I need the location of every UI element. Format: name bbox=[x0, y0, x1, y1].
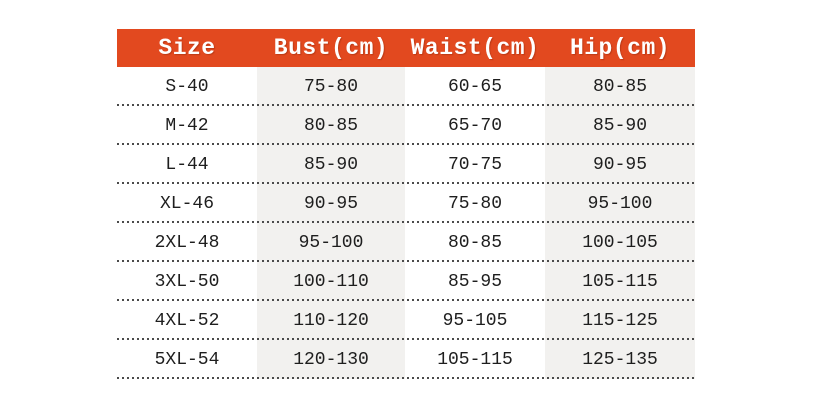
table-row: S-40 75-80 60-65 80-85 bbox=[117, 67, 697, 106]
column-header-hip: Hip(cm) bbox=[569, 35, 671, 61]
waist-cell: 105-115 bbox=[437, 349, 513, 370]
hip-cell: 85-90 bbox=[592, 115, 647, 136]
bust-column-stripe bbox=[257, 67, 405, 379]
hip-cell: 105-115 bbox=[582, 271, 658, 292]
column-header-waist: Waist(cm) bbox=[410, 35, 540, 61]
column-header-bust: Bust(cm) bbox=[273, 35, 389, 61]
size-cell: 4XL-52 bbox=[154, 310, 220, 331]
hip-cell: 100-105 bbox=[582, 232, 658, 253]
hip-cell: 80-85 bbox=[592, 76, 647, 97]
size-cell: S-40 bbox=[165, 76, 209, 97]
waist-cell: 70-75 bbox=[447, 154, 502, 175]
table-row: 5XL-54 120-130 105-115 125-135 bbox=[117, 340, 697, 379]
waist-cell: 75-80 bbox=[447, 193, 502, 214]
table-row: L-44 85-90 70-75 90-95 bbox=[117, 145, 697, 184]
size-cell: M-42 bbox=[165, 115, 209, 136]
table-row: XL-46 90-95 75-80 95-100 bbox=[117, 184, 697, 223]
hip-cell: 125-135 bbox=[582, 349, 658, 370]
waist-cell: 95-105 bbox=[442, 310, 508, 331]
size-cell: 3XL-50 bbox=[154, 271, 220, 292]
waist-cell: 80-85 bbox=[447, 232, 502, 253]
bust-cell: 75-80 bbox=[303, 76, 358, 97]
bust-cell: 85-90 bbox=[303, 154, 358, 175]
size-cell: L-44 bbox=[165, 154, 209, 175]
waist-cell: 85-95 bbox=[447, 271, 502, 292]
bust-cell: 110-120 bbox=[293, 310, 369, 331]
table-row: 2XL-48 95-100 80-85 100-105 bbox=[117, 223, 697, 262]
table-row: M-42 80-85 65-70 85-90 bbox=[117, 106, 697, 145]
size-chart-table: Size Bust(cm) Waist(cm) Hip(cm) S-40 75-… bbox=[117, 29, 697, 379]
bust-cell: 90-95 bbox=[303, 193, 358, 214]
waist-cell: 60-65 bbox=[447, 76, 502, 97]
column-header-size: Size bbox=[158, 35, 216, 61]
bust-cell: 100-110 bbox=[293, 271, 369, 292]
bust-cell: 95-100 bbox=[298, 232, 364, 253]
table-row: 3XL-50 100-110 85-95 105-115 bbox=[117, 262, 697, 301]
hip-cell: 115-125 bbox=[582, 310, 658, 331]
size-cell: 2XL-48 bbox=[154, 232, 220, 253]
hip-column-stripe bbox=[545, 67, 695, 379]
size-cell: XL-46 bbox=[159, 193, 214, 214]
hip-cell: 95-100 bbox=[587, 193, 653, 214]
table-header-row: Size Bust(cm) Waist(cm) Hip(cm) bbox=[117, 29, 695, 67]
bust-cell: 80-85 bbox=[303, 115, 358, 136]
table-row: 4XL-52 110-120 95-105 115-125 bbox=[117, 301, 697, 340]
waist-cell: 65-70 bbox=[447, 115, 502, 136]
hip-cell: 90-95 bbox=[592, 154, 647, 175]
size-cell: 5XL-54 bbox=[154, 349, 220, 370]
bust-cell: 120-130 bbox=[293, 349, 369, 370]
